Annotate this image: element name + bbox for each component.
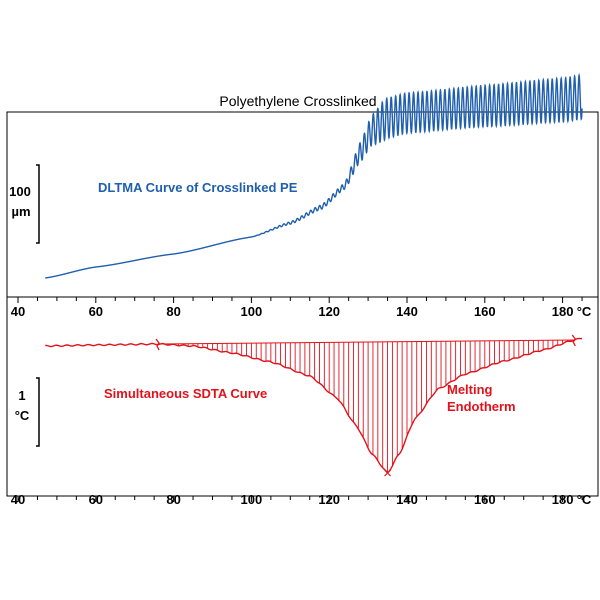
- chart-title: Polyethylene Crosslinked: [219, 93, 376, 109]
- peak-marker: [384, 469, 391, 477]
- integration-limit-marker: [571, 334, 577, 347]
- x-bottom-tick-label: 120: [318, 492, 340, 507]
- sdta-baseline: [158, 339, 575, 345]
- dltma-scale-unit: µm: [11, 204, 30, 219]
- x-top-tick-label: 100: [241, 304, 263, 319]
- melting-endotherm-line2: Endotherm: [447, 399, 516, 414]
- sdta-curve: [45, 337, 583, 474]
- x-bottom-tick-label: 100: [241, 492, 263, 507]
- x-bottom-tick-label: 160: [474, 492, 496, 507]
- melting-endotherm-line1: Melting: [447, 382, 493, 397]
- melting-endotherm-label: Melting Endotherm: [447, 382, 516, 414]
- x-top-tick-label: 40: [11, 304, 25, 319]
- x-axis-bottom: 40 60 80 100 120 140 160 180: [11, 492, 583, 507]
- x-bottom-tick-label: 60: [89, 492, 103, 507]
- sdta-scale-bar: 1 °C: [15, 377, 40, 447]
- endotherm-hatch: [168, 340, 568, 473]
- dltma-curve: [45, 72, 583, 279]
- dltma-curve-label: DLTMA Curve of Crosslinked PE: [98, 180, 298, 195]
- x-top-tick-label: 60: [89, 304, 103, 319]
- sdta-scale-value: 1: [18, 388, 25, 403]
- x-axis-top: 40 60 80 100 120 140 160 180: [11, 297, 583, 319]
- x-axis-top-unit: °C: [577, 304, 592, 319]
- plot-frame: [6, 111, 599, 497]
- x-top-tick-label: 180: [552, 304, 574, 319]
- dltma-scale-value: 100: [9, 184, 31, 199]
- x-bottom-tick-label: 180: [552, 492, 574, 507]
- integration-limit-marker: [155, 338, 160, 351]
- x-top-tick-label: 140: [396, 304, 418, 319]
- dltma-scale-bar: 100 µm: [9, 164, 40, 244]
- x-axis-bottom-unit: °C: [577, 492, 592, 507]
- x-top-tick-label: 80: [166, 304, 180, 319]
- x-top-tick-label: 160: [474, 304, 496, 319]
- integration-limit-markers: [155, 334, 577, 477]
- x-bottom-tick-label: 140: [396, 492, 418, 507]
- x-top-tick-label: 120: [318, 304, 340, 319]
- x-bottom-tick-label: 40: [11, 492, 25, 507]
- dltma-scale-bracket: [36, 164, 40, 244]
- x-bottom-tick-label: 80: [166, 492, 180, 507]
- sdta-scale-unit: °C: [15, 408, 30, 423]
- sdta-scale-bracket: [36, 377, 40, 447]
- sdta-curve-label: Simultaneous SDTA Curve: [104, 386, 267, 401]
